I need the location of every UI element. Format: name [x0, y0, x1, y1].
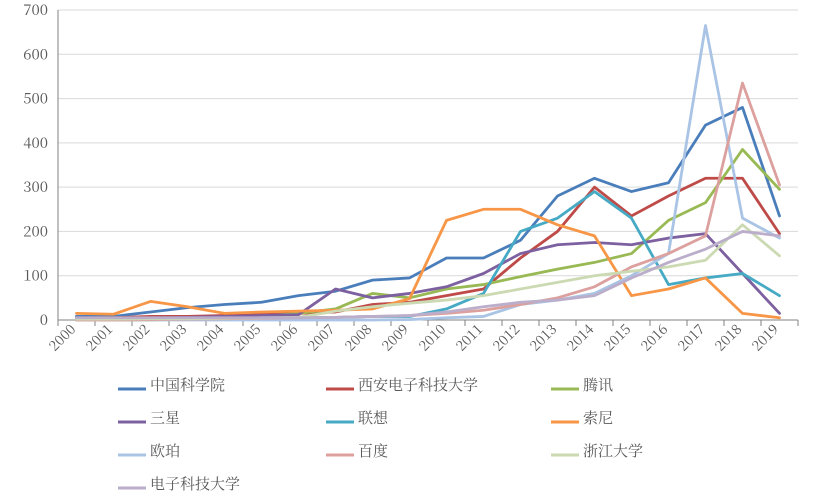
- legend-item: 百度: [326, 434, 551, 467]
- legend-row: 三星 联想 索尼: [118, 401, 751, 434]
- x-tick-label: 2014: [562, 319, 598, 355]
- legend-label: 电子科技大学: [150, 473, 240, 494]
- legend-label: 中国科学院: [150, 374, 225, 395]
- legend-label: 欧珀: [150, 440, 180, 461]
- series-line: [77, 178, 780, 317]
- x-axis: 2000200120022003200420052006200720082009…: [44, 319, 798, 355]
- x-tick-label: 2009: [377, 319, 413, 355]
- legend-label: 联想: [358, 407, 388, 428]
- x-tick-label: 2011: [451, 319, 487, 355]
- legend-label: 腾讯: [583, 374, 613, 395]
- legend-item: 浙江大学: [551, 434, 751, 467]
- x-tick-label: 2005: [229, 319, 265, 355]
- y-tick-label: 100: [23, 265, 48, 286]
- legend-item: 欧珀: [118, 434, 326, 467]
- legend-label: 浙江大学: [583, 440, 643, 461]
- x-tick-label: 2008: [340, 319, 376, 355]
- x-tick-label: 2004: [192, 319, 228, 355]
- legend-item: 西安电子科技大学: [326, 368, 551, 401]
- legend-label: 百度: [358, 440, 388, 461]
- y-tick-label: 600: [23, 43, 48, 64]
- legend-row: 中国科学院 西安电子科技大学 腾讯: [118, 368, 751, 401]
- y-tick-label: 700: [23, 0, 48, 20]
- legend-item: 索尼: [551, 401, 751, 434]
- legend-item: 联想: [326, 401, 551, 434]
- legend-label: 索尼: [583, 407, 613, 428]
- x-tick-label: 2002: [118, 319, 154, 355]
- y-tick-label: 300: [23, 176, 48, 197]
- legend-item: 中国科学院: [118, 368, 326, 401]
- legend-item: 电子科技大学: [118, 467, 326, 500]
- legend-item: 三星: [118, 401, 326, 434]
- legend: 中国科学院 西安电子科技大学 腾讯三星 联想 索尼欧珀 百度 浙江大学电子科技大学: [118, 368, 751, 500]
- x-tick-label: 2016: [636, 319, 672, 355]
- x-tick-label: 2015: [599, 319, 635, 355]
- legend-row: 欧珀 百度 浙江大学: [118, 434, 751, 467]
- legend-label: 三星: [150, 407, 180, 428]
- legend-row: 电子科技大学: [118, 467, 751, 500]
- x-tick-label: 2000: [44, 319, 80, 355]
- x-tick-label: 2006: [266, 319, 302, 355]
- legend-item: 腾讯: [551, 368, 751, 401]
- x-tick-label: 2013: [525, 319, 561, 355]
- x-tick-label: 2017: [673, 319, 709, 355]
- line-chart: 0100200300400500600700200020012002200320…: [0, 0, 820, 501]
- y-tick-label: 200: [23, 220, 48, 241]
- x-tick-label: 2010: [414, 319, 450, 355]
- x-tick-label: 2019: [747, 319, 783, 355]
- y-tick-label: 0: [40, 309, 48, 330]
- legend-label: 西安电子科技大学: [358, 374, 478, 395]
- x-tick-label: 2018: [710, 319, 746, 355]
- x-tick-label: 2003: [155, 319, 191, 355]
- x-tick-label: 2007: [303, 319, 339, 355]
- x-tick-label: 2012: [488, 319, 524, 355]
- x-tick-label: 2001: [81, 319, 117, 355]
- y-tick-label: 400: [23, 132, 48, 153]
- y-tick-label: 500: [23, 88, 48, 109]
